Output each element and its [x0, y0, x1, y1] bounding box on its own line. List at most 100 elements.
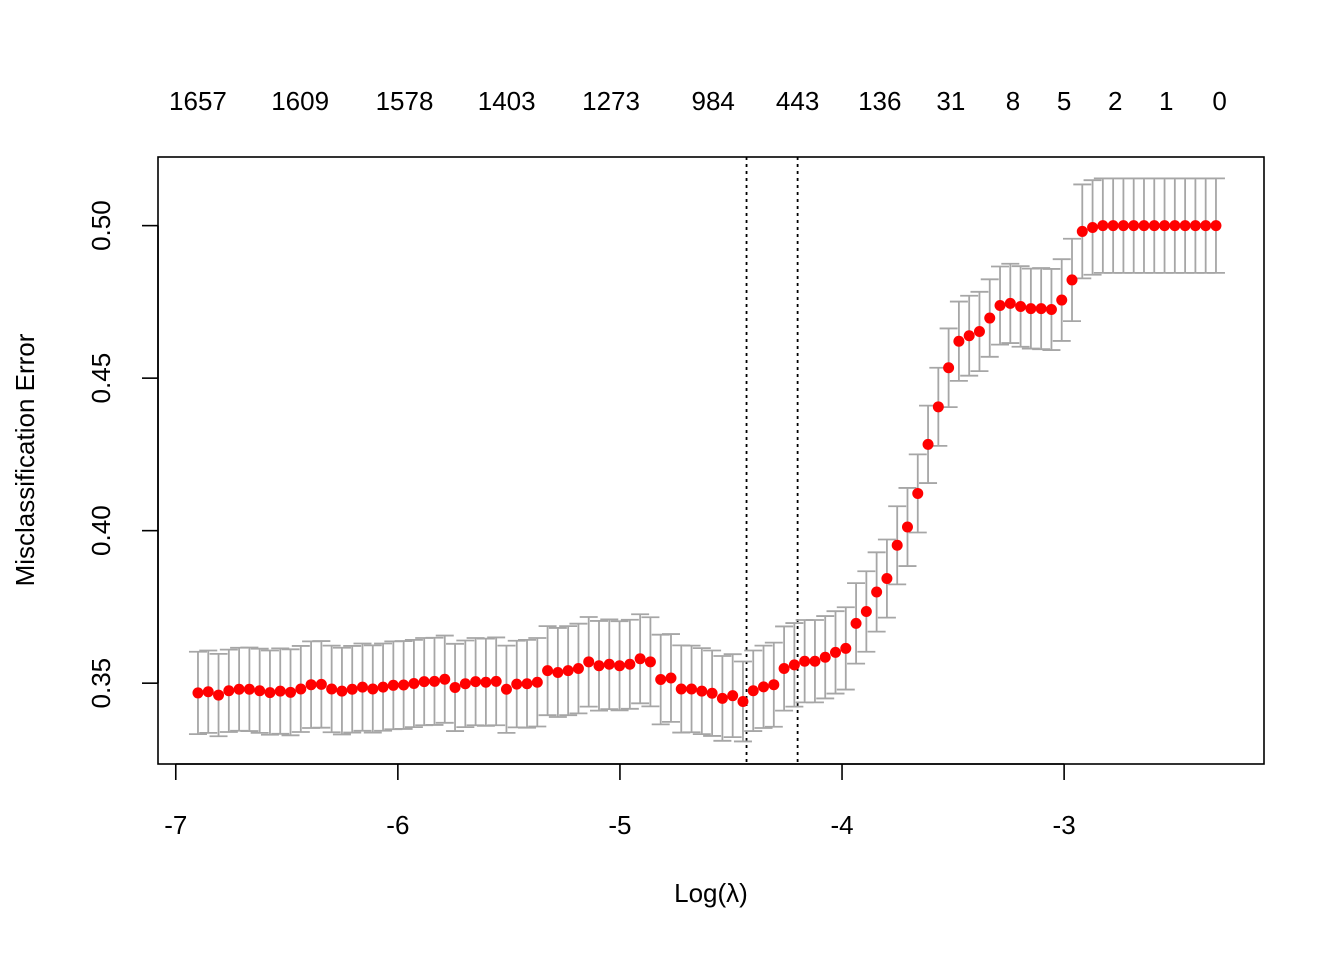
- data-point: [686, 683, 698, 695]
- data-point: [192, 687, 204, 699]
- data-point: [336, 685, 348, 697]
- top-count-label: 1403: [478, 86, 536, 116]
- data-point: [562, 665, 574, 677]
- data-point: [1107, 220, 1119, 232]
- data-point: [809, 655, 821, 667]
- data-point: [202, 686, 214, 698]
- data-point: [223, 685, 235, 697]
- data-point: [346, 683, 358, 695]
- top-count-label: 1609: [271, 86, 329, 116]
- top-count-label: 31: [936, 86, 965, 116]
- data-point: [614, 660, 626, 672]
- data-point: [922, 438, 934, 450]
- data-points: [192, 220, 1222, 707]
- data-point: [480, 676, 492, 688]
- data-point: [675, 683, 687, 695]
- data-point: [264, 687, 276, 699]
- plot-frame: [157, 156, 1265, 765]
- data-point: [490, 675, 502, 687]
- data-point: [285, 686, 297, 698]
- data-point: [274, 685, 286, 697]
- data-point: [1169, 220, 1181, 232]
- data-point: [984, 312, 996, 324]
- data-point: [531, 676, 543, 688]
- data-point: [1189, 220, 1201, 232]
- data-point: [521, 678, 533, 690]
- data-point: [747, 685, 759, 697]
- data-point: [973, 325, 985, 337]
- data-point: [1200, 220, 1212, 232]
- data-point: [439, 673, 451, 685]
- data-point: [511, 678, 523, 690]
- data-point: [583, 656, 595, 668]
- data-point: [428, 675, 440, 687]
- top-count-label: 136: [858, 86, 901, 116]
- y-axis: 0.35 0.40 0.45 0.50: [86, 200, 159, 709]
- data-point: [1179, 220, 1191, 232]
- x-tick-label: -7: [164, 810, 187, 840]
- data-point: [953, 335, 965, 347]
- data-point: [943, 362, 955, 374]
- data-point: [860, 605, 872, 617]
- top-axis-counts: 1657 1609 1578 1403 1273 984 443 136 31 8 5 2 1 0: [169, 86, 1227, 116]
- data-point: [1148, 220, 1160, 232]
- data-point: [1056, 294, 1068, 306]
- top-count-label: 443: [776, 86, 819, 116]
- data-point: [665, 672, 677, 684]
- data-point: [963, 330, 975, 342]
- data-point: [758, 681, 770, 693]
- data-point: [213, 689, 225, 701]
- data-point: [1035, 303, 1047, 315]
- top-count-label: 984: [692, 86, 735, 116]
- data-point: [799, 655, 811, 667]
- data-point: [840, 642, 852, 654]
- data-point: [716, 692, 728, 704]
- x-tick-label: -6: [386, 810, 409, 840]
- data-point: [500, 683, 512, 695]
- data-point: [634, 653, 646, 665]
- y-tick-label: 0.45: [86, 353, 116, 404]
- data-point: [243, 683, 255, 695]
- data-point: [315, 678, 327, 690]
- data-point: [819, 651, 831, 663]
- data-point: [233, 683, 245, 695]
- data-point: [449, 681, 461, 693]
- y-tick-label: 0.35: [86, 658, 116, 709]
- x-axis-title: Log(λ): [674, 878, 748, 908]
- data-point: [912, 487, 924, 499]
- top-count-label: 5: [1057, 86, 1071, 116]
- y-tick-label: 0.40: [86, 505, 116, 556]
- data-point: [706, 687, 718, 699]
- x-tick-label: -5: [608, 810, 631, 840]
- data-point: [737, 695, 749, 707]
- top-count-label: 2: [1108, 86, 1122, 116]
- top-count-label: 1578: [376, 86, 434, 116]
- data-point: [1117, 220, 1129, 232]
- top-count-label: 0: [1212, 86, 1226, 116]
- top-count-label: 8: [1006, 86, 1020, 116]
- data-point: [1087, 221, 1099, 233]
- data-point: [356, 681, 368, 693]
- data-point: [408, 677, 420, 689]
- data-point: [542, 665, 554, 677]
- data-point: [367, 683, 379, 695]
- data-point: [727, 690, 739, 702]
- data-point: [655, 674, 667, 686]
- x-tick-label: -4: [830, 810, 853, 840]
- data-point: [1066, 274, 1078, 286]
- data-point: [552, 666, 564, 678]
- data-point: [305, 679, 317, 691]
- x-axis: -7 -6 -5 -4 -3: [164, 763, 1076, 840]
- data-point: [326, 683, 338, 695]
- data-point: [603, 658, 615, 670]
- y-tick-label: 0.50: [86, 200, 116, 251]
- data-point: [295, 683, 307, 695]
- top-count-label: 1: [1159, 86, 1173, 116]
- data-point: [1210, 220, 1222, 232]
- data-point: [418, 676, 430, 688]
- data-point: [459, 678, 471, 690]
- data-point: [778, 663, 790, 675]
- x-tick-label: -3: [1053, 810, 1076, 840]
- data-point: [1045, 304, 1057, 316]
